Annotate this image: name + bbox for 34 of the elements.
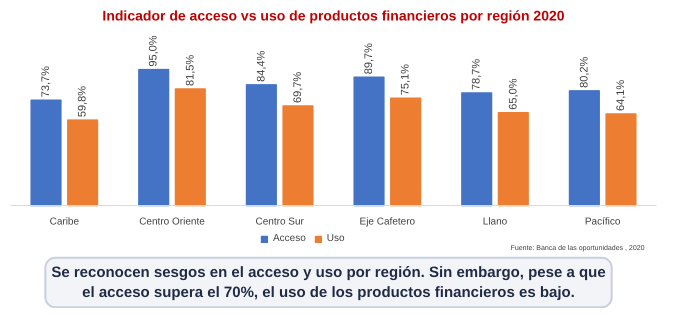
data-label: 69,7% [292,72,304,103]
bar [138,68,170,206]
legend-label: Uso [326,233,346,244]
data-label: 80,2% [578,56,590,88]
x-tick-label: Caribe [50,216,80,228]
bar [605,113,637,206]
data-label: 75,1% [400,64,412,96]
data-label: 65,0% [507,78,520,110]
x-tick-label: Llano [482,216,508,228]
bar [390,97,422,206]
text: Se reconocen sesgos en el acceso y uso por región. Sin embargo, pese a que el acceso supera el 70%, el uso de los productos financieros es bajo. [51,264,606,302]
bar [30,99,62,206]
bar [67,119,98,206]
x-tick-label: Eje Cafetero [360,216,416,228]
data-label: 59,8% [76,86,89,118]
chart-title: Indicador de acceso vs uso de productos financieros por región 2020 [102,8,565,24]
legend-label: Acceso [273,233,306,244]
bar [282,105,314,206]
bar [353,76,385,206]
data-label: 81,5% [184,54,196,86]
bar [568,90,600,206]
data-label: 84,4% [255,50,268,82]
x-tick-label: Centro Oriente [139,216,206,228]
bar [461,92,492,206]
data-label: 78,7% [470,58,483,90]
x-tick-label: Pacífico [584,216,621,228]
data-label: 95,0% [148,35,160,67]
data-label: 64,1% [614,80,627,112]
data-label: 89,7% [363,42,376,74]
x-tick-label: Centro Sur [255,216,305,228]
bar [246,84,277,206]
data-label: 73,7% [40,66,52,98]
bar [498,112,529,206]
bar [174,88,206,206]
